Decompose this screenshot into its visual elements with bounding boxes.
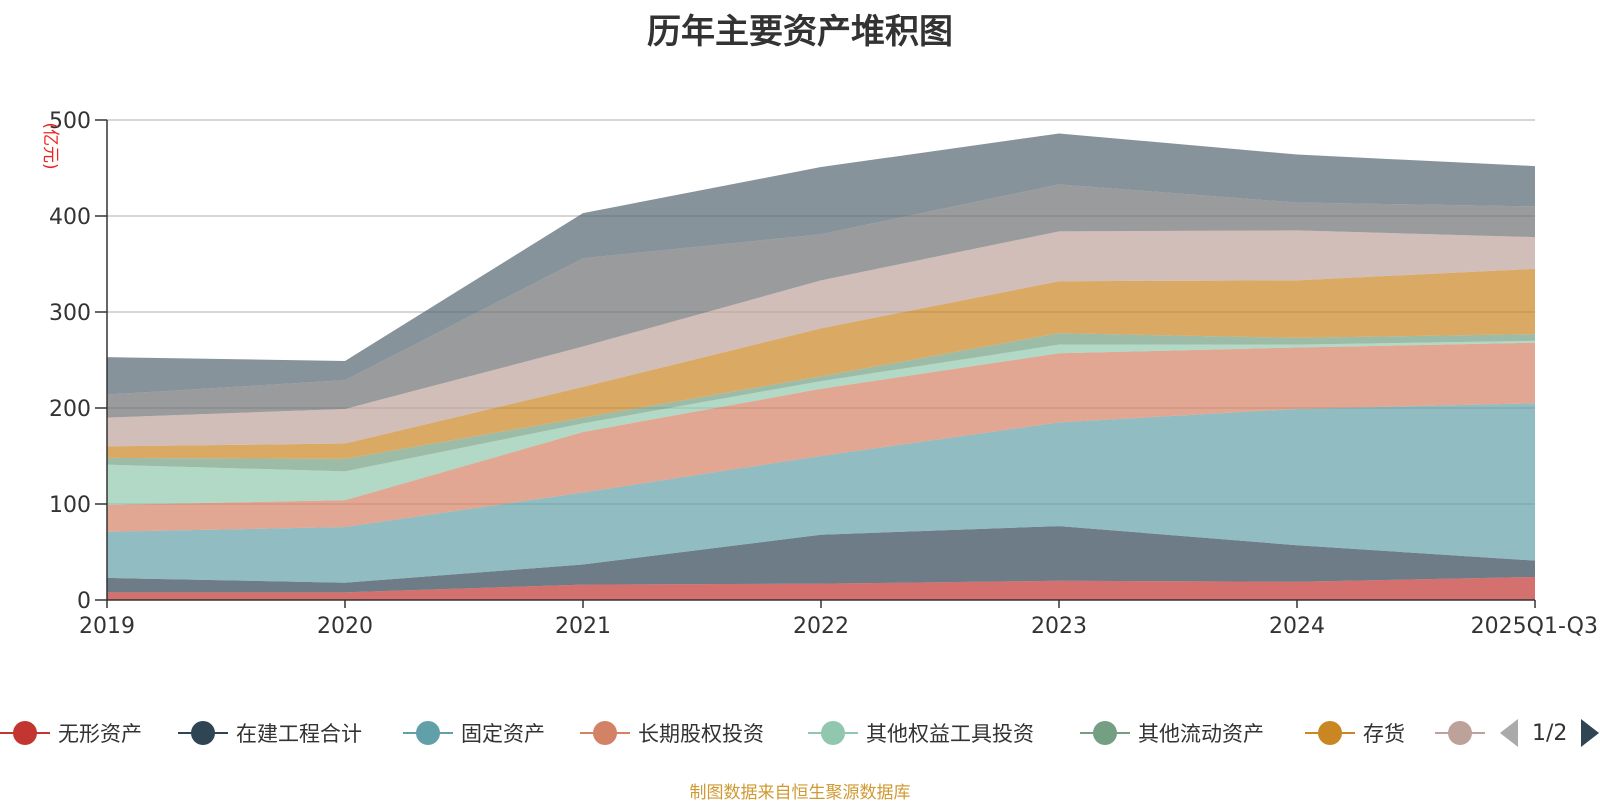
x-tick-label: 2023 <box>1031 614 1087 639</box>
legend-page-indicator: 1/2 <box>1532 720 1568 746</box>
legend-item[interactable]: 固定资产 <box>403 718 545 748</box>
legend-marker-icon <box>1305 718 1355 748</box>
y-tick-label: 100 <box>49 493 91 518</box>
source-note: 制图数据来自恒生聚源数据库 <box>689 783 911 803</box>
chart-title: 历年主要资产堆积图 <box>647 12 953 52</box>
legend-marker-icon <box>1080 718 1130 748</box>
legend-item[interactable]: 存货 <box>1305 718 1405 748</box>
legend-pager: 1/2 <box>1500 718 1600 748</box>
legend-item[interactable]: 长期股权投资 <box>580 718 764 748</box>
series-area-3 <box>107 403 1535 583</box>
legend-marker-icon <box>808 718 858 748</box>
legend-label: 其他权益工具投资 <box>866 722 1034 746</box>
legend-label: 长期股权投资 <box>638 722 764 746</box>
series-area-4 <box>107 342 1535 532</box>
series-area-2 <box>107 526 1535 593</box>
legend-marker-icon <box>403 718 453 748</box>
legend-prev-page-icon[interactable] <box>1500 719 1518 747</box>
series-area-1 <box>107 576 1535 600</box>
legend-marker-icon <box>0 718 50 748</box>
y-tick-label: 400 <box>49 205 91 230</box>
legend: 无形资产 在建工程合计 固定资产 长期股权投资 其他权益工具投资 其他流动资产 存货 <box>0 718 1600 748</box>
y-tick-label: 0 <box>77 589 91 614</box>
x-tick-label: 2021 <box>555 614 611 639</box>
legend-item[interactable]: 其他权益工具投资 <box>808 718 1034 748</box>
legend-label: 存货 <box>1363 722 1405 746</box>
legend-label: 其他流动资产 <box>1138 722 1264 746</box>
legend-marker-icon <box>178 718 228 748</box>
y-tick-label: 500 <box>49 109 91 134</box>
legend-marker-icon <box>1435 718 1485 748</box>
legend-next-page-icon[interactable] <box>1581 719 1600 747</box>
x-tick-label: 2025Q1-Q3 <box>1471 614 1598 639</box>
x-tick-label: 2020 <box>317 614 373 639</box>
legend-item[interactable] <box>1435 718 1485 748</box>
legend-item[interactable]: 在建工程合计 <box>178 718 362 748</box>
legend-item[interactable]: 其他流动资产 <box>1080 718 1264 748</box>
y-axis-unit-label: (亿元) <box>40 122 60 169</box>
series-area-10 <box>107 133 1535 395</box>
x-tick-label: 2019 <box>79 614 135 639</box>
axis-layer: 0 100 200 300 400 500 2019 2020 2021 2022 2023 2024… <box>40 109 1598 639</box>
legend-marker-icon <box>580 718 630 748</box>
area-layer <box>107 133 1535 600</box>
legend-item[interactable]: 无形资产 <box>0 718 142 748</box>
series-area-8 <box>107 230 1535 447</box>
x-tick-label: 2022 <box>793 614 849 639</box>
x-tick-label: 2024 <box>1269 614 1325 639</box>
series-area-9 <box>107 184 1535 418</box>
series-area-5 <box>107 340 1535 505</box>
stacked-area-chart: 0 100 200 300 400 500 2019 2020 2021 2022 2023 2024… <box>40 109 1598 639</box>
y-tick-label: 200 <box>49 397 91 422</box>
legend-label: 固定资产 <box>461 722 545 746</box>
legend-label: 在建工程合计 <box>236 722 362 746</box>
y-tick-label: 300 <box>49 301 91 326</box>
series-area-7 <box>107 268 1535 459</box>
legend-label: 无形资产 <box>58 722 142 746</box>
